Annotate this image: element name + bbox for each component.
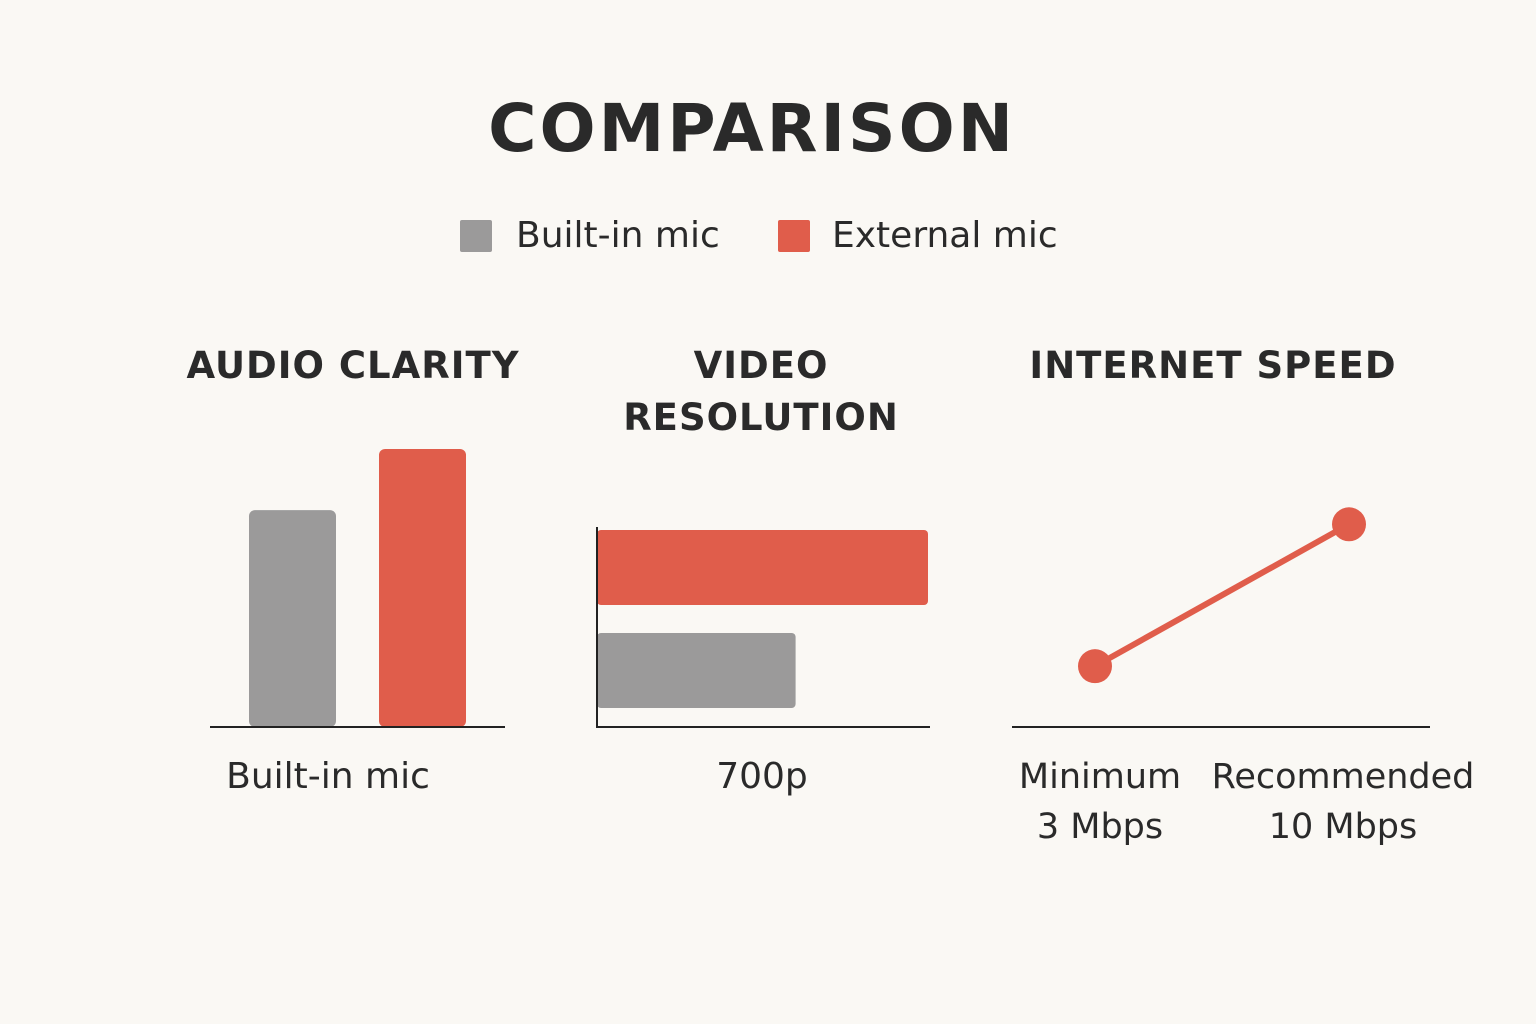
value-label: 10 Mbps (1269, 807, 1418, 847)
chart-title: AUDIO CLARITY (186, 344, 520, 387)
line (1093, 521, 1351, 669)
legend-swatch (778, 220, 810, 252)
bar (249, 510, 336, 727)
bar (379, 449, 466, 727)
point (1078, 649, 1112, 684)
x-tick-label: Built-in mic (226, 756, 430, 797)
legend-label: External mic (832, 215, 1058, 256)
legend-label: Built-in mic (516, 215, 720, 256)
chart-title: INTERNET SPEED (1029, 344, 1397, 387)
chart-title: VIDEO RESOLUTION (623, 344, 899, 439)
point (1332, 507, 1366, 542)
x-tick-label: Recommended (1212, 757, 1475, 797)
bar (597, 633, 796, 708)
value-label: 3 Mbps (1037, 807, 1163, 847)
bar (597, 530, 928, 605)
x-tick-label: 700p (716, 756, 808, 797)
x-tick-label: Minimum (1019, 757, 1181, 797)
main-title: COMPARISON (488, 90, 1016, 167)
legend-swatch (460, 220, 492, 252)
